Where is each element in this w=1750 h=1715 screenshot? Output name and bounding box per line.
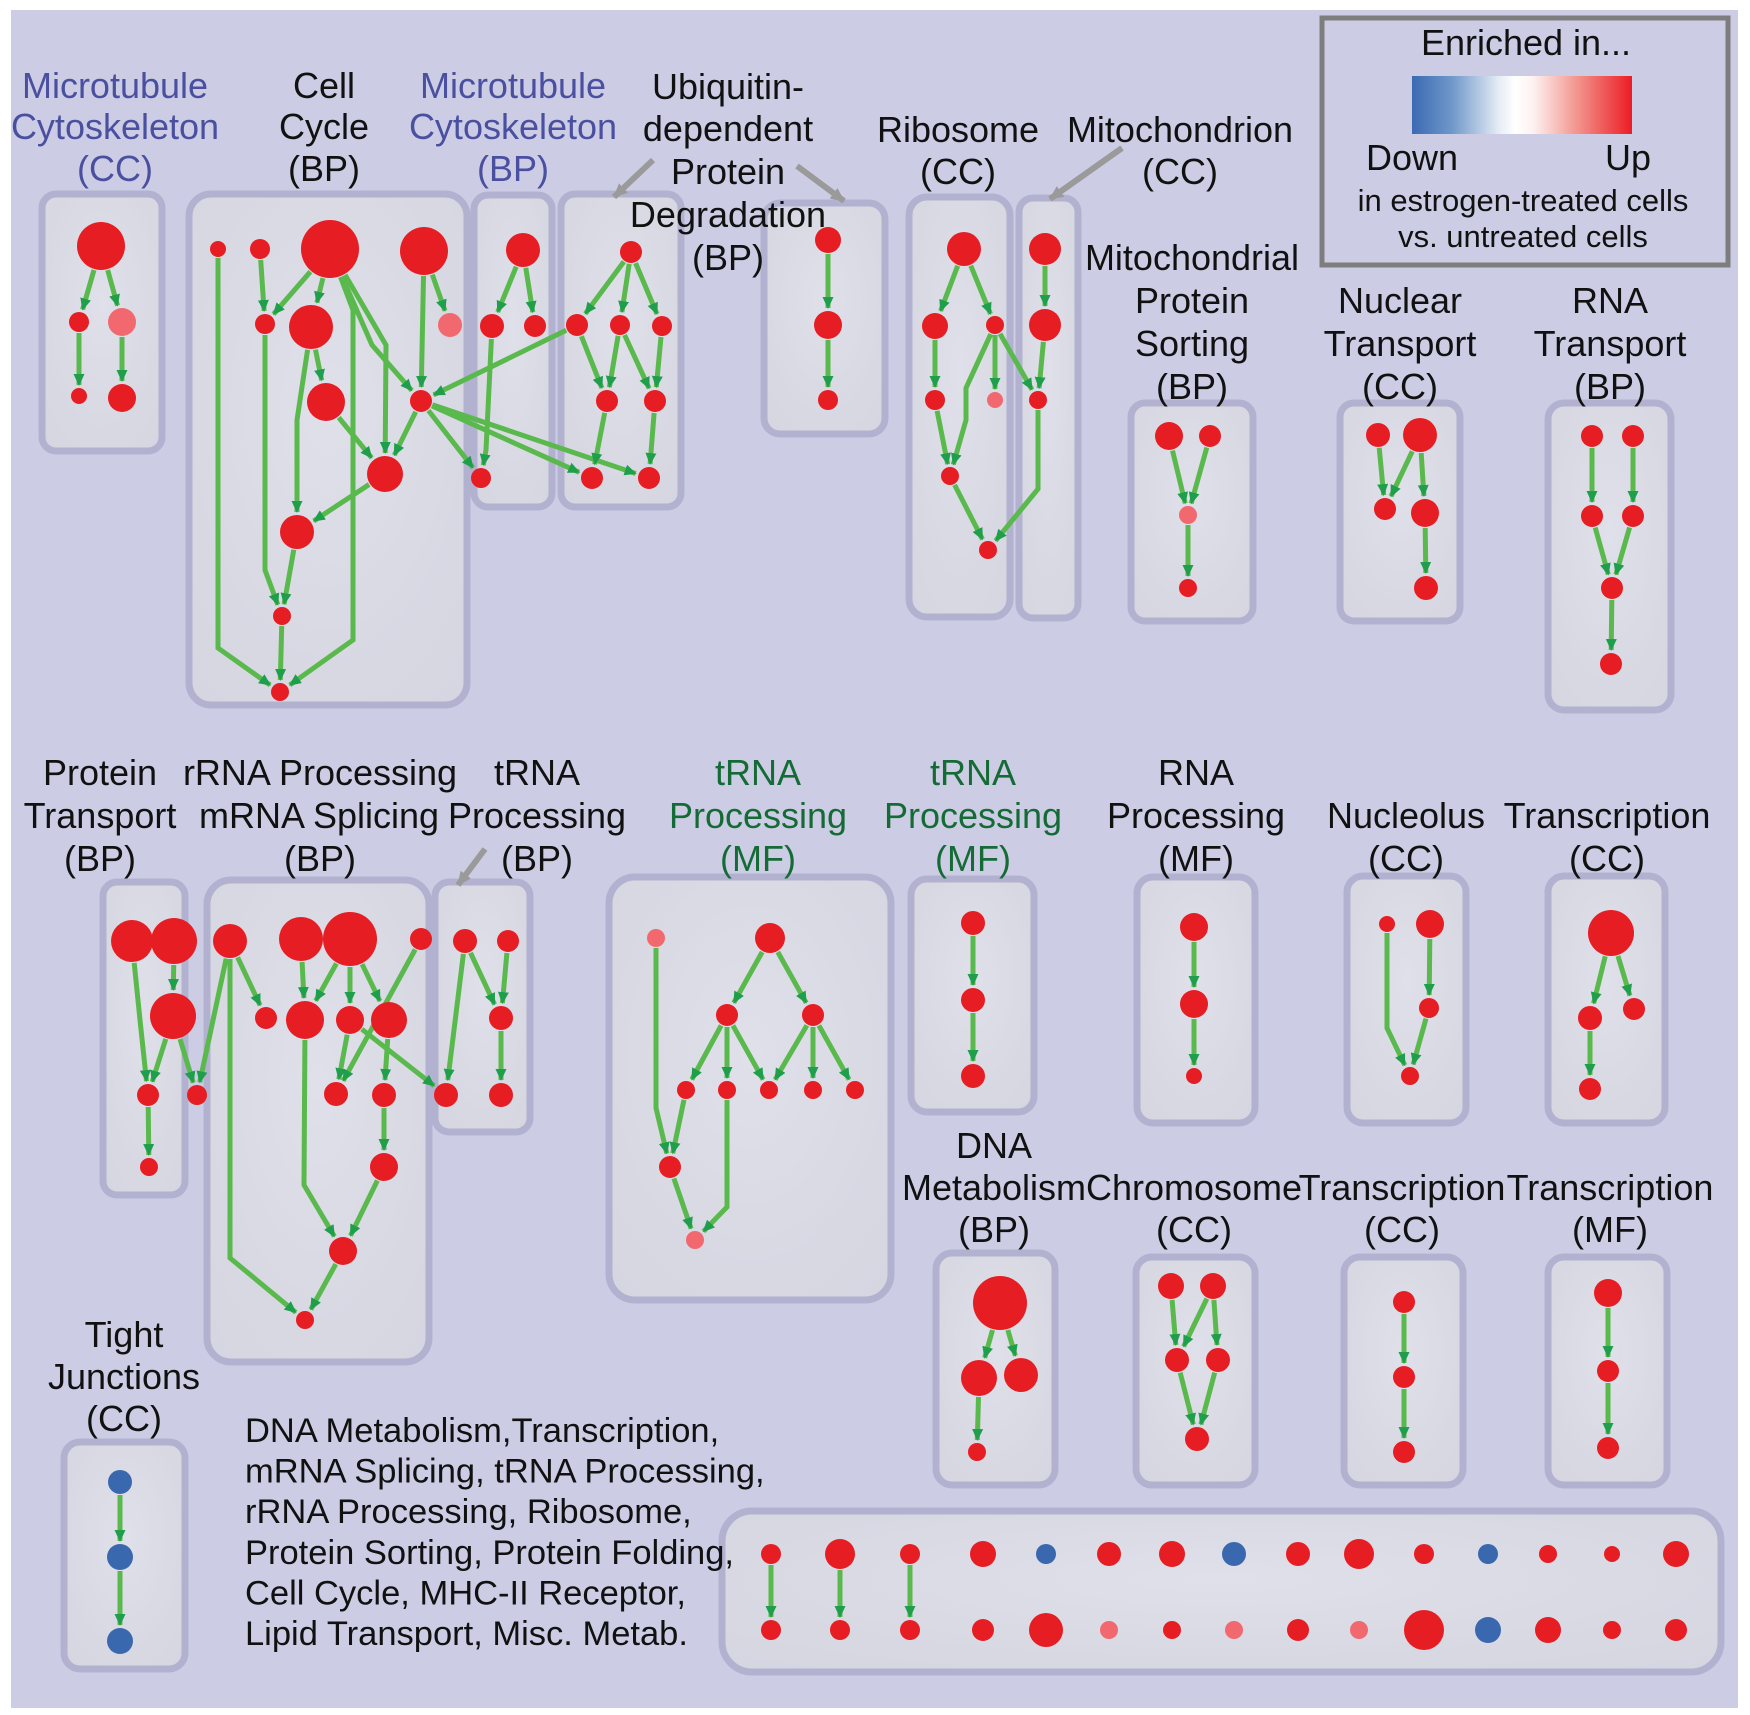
svg-text:Degradation: Degradation — [630, 194, 826, 235]
svg-text:(CC): (CC) — [77, 148, 153, 189]
svg-text:DNA Metabolism,Transcription,: DNA Metabolism,Transcription, — [245, 1412, 719, 1450]
svg-text:(BP): (BP) — [501, 838, 573, 879]
svg-text:Mitochondrion: Mitochondrion — [1067, 109, 1293, 150]
svg-text:(CC): (CC) — [1142, 151, 1218, 192]
svg-text:(CC): (CC) — [1362, 366, 1438, 407]
svg-text:(BP): (BP) — [1574, 366, 1646, 407]
svg-text:in estrogen-treated cells: in estrogen-treated cells — [1358, 183, 1689, 218]
svg-text:Protein: Protein — [1135, 280, 1249, 321]
svg-text:Enriched in...: Enriched in... — [1421, 22, 1631, 63]
svg-text:Processing: Processing — [669, 795, 847, 836]
svg-text:Ubiquitin-: Ubiquitin- — [652, 66, 804, 107]
svg-text:(CC): (CC) — [1368, 838, 1444, 879]
svg-text:tRNA: tRNA — [930, 752, 1016, 793]
svg-text:Junctions: Junctions — [48, 1356, 200, 1397]
svg-text:vs. untreated cells: vs. untreated cells — [1398, 219, 1648, 254]
svg-text:Protein Sorting, Protein Foldi: Protein Sorting, Protein Folding, — [245, 1534, 734, 1572]
svg-text:rRNA Processing: rRNA Processing — [183, 752, 457, 793]
svg-text:(BP): (BP) — [692, 237, 764, 278]
svg-text:Cytoskeleton: Cytoskeleton — [409, 106, 617, 147]
svg-text:Transport: Transport — [24, 795, 177, 836]
svg-text:Microtubule: Microtubule — [420, 65, 606, 106]
svg-text:Cycle: Cycle — [279, 106, 369, 147]
svg-text:Transport: Transport — [1534, 323, 1687, 364]
svg-text:(CC): (CC) — [1364, 1209, 1440, 1250]
svg-text:Transport: Transport — [1324, 323, 1477, 364]
svg-text:Processing: Processing — [448, 795, 626, 836]
svg-text:Cell: Cell — [293, 65, 355, 106]
svg-text:(MF): (MF) — [1158, 838, 1234, 879]
svg-text:rRNA Processing, Ribosome,: rRNA Processing, Ribosome, — [245, 1493, 692, 1531]
svg-text:Up: Up — [1605, 137, 1651, 178]
svg-text:(CC): (CC) — [86, 1398, 162, 1439]
svg-text:RNA: RNA — [1572, 280, 1648, 321]
svg-text:Nucleolus: Nucleolus — [1327, 795, 1485, 836]
svg-text:Transcription: Transcription — [1504, 795, 1711, 836]
svg-text:(MF): (MF) — [1572, 1209, 1648, 1250]
svg-text:(BP): (BP) — [284, 838, 356, 879]
svg-text:Metabolism: Metabolism — [902, 1167, 1086, 1208]
svg-text:Ribosome: Ribosome — [877, 109, 1039, 150]
svg-text:Cell Cycle, MHC-II Receptor,: Cell Cycle, MHC-II Receptor, — [245, 1574, 686, 1612]
svg-text:Protein: Protein — [671, 151, 785, 192]
svg-text:Protein: Protein — [43, 752, 157, 793]
svg-text:(CC): (CC) — [1156, 1209, 1232, 1250]
svg-text:mRNA Splicing: mRNA Splicing — [199, 795, 439, 836]
svg-text:(CC): (CC) — [920, 151, 996, 192]
svg-text:Sorting: Sorting — [1135, 323, 1249, 364]
svg-text:(BP): (BP) — [64, 838, 136, 879]
svg-text:(BP): (BP) — [288, 148, 360, 189]
svg-text:(BP): (BP) — [477, 148, 549, 189]
svg-text:(BP): (BP) — [1156, 366, 1228, 407]
svg-text:Transcription: Transcription — [1299, 1167, 1506, 1208]
svg-text:mRNA Splicing, tRNA Processing: mRNA Splicing, tRNA Processing, — [245, 1453, 765, 1491]
svg-text:Processing: Processing — [884, 795, 1062, 836]
svg-text:Microtubule: Microtubule — [22, 65, 208, 106]
svg-text:tRNA: tRNA — [494, 752, 580, 793]
svg-text:Transcription: Transcription — [1507, 1167, 1714, 1208]
svg-text:Tight: Tight — [85, 1314, 164, 1355]
svg-text:Lipid Transport, Misc. Metab.: Lipid Transport, Misc. Metab. — [245, 1615, 688, 1653]
svg-text:tRNA: tRNA — [715, 752, 801, 793]
svg-text:DNA: DNA — [956, 1125, 1032, 1166]
svg-text:(BP): (BP) — [958, 1209, 1030, 1250]
svg-text:Nuclear: Nuclear — [1338, 280, 1462, 321]
svg-text:Cytoskeleton: Cytoskeleton — [11, 106, 219, 147]
svg-text:(MF): (MF) — [935, 838, 1011, 879]
svg-text:(CC): (CC) — [1569, 838, 1645, 879]
svg-text:Down: Down — [1366, 137, 1458, 178]
svg-text:Mitochondrial: Mitochondrial — [1085, 237, 1299, 278]
svg-text:Processing: Processing — [1107, 795, 1285, 836]
svg-text:Chromosome: Chromosome — [1086, 1167, 1302, 1208]
svg-text:dependent: dependent — [643, 108, 813, 149]
svg-text:RNA: RNA — [1158, 752, 1234, 793]
svg-text:(MF): (MF) — [720, 838, 796, 879]
